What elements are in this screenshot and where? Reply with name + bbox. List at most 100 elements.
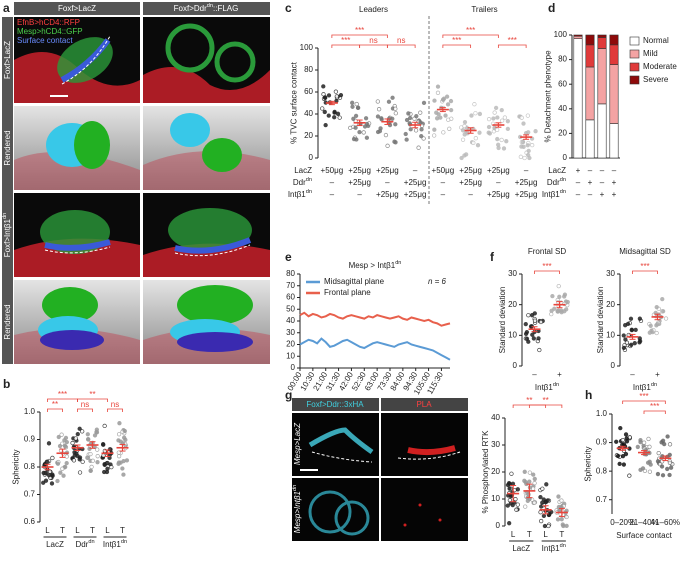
rendered-cell — [42, 287, 98, 323]
data-dot — [332, 109, 337, 115]
data-dot — [447, 126, 452, 131]
text-part: Mesp > Intβ1 — [349, 261, 396, 270]
text-part: dn — [560, 543, 566, 549]
contact — [174, 237, 252, 254]
data-dot — [90, 458, 95, 463]
data-dot — [641, 440, 647, 445]
data-dot — [559, 517, 564, 522]
data-dot — [509, 471, 514, 476]
y-tick-label: 60 — [304, 87, 313, 96]
data-dot — [555, 309, 560, 314]
data-dot — [460, 137, 466, 142]
data-dot — [638, 438, 643, 443]
data-dot — [521, 144, 526, 149]
group-label: Ddrdn — [75, 539, 94, 549]
rendered-cell — [40, 330, 104, 350]
data-dot — [518, 154, 523, 159]
legend-text: EfnB>hCD4::RFP — [17, 18, 80, 27]
data-dot — [477, 130, 482, 135]
data-dot — [393, 122, 398, 127]
rfp-signal — [143, 243, 270, 277]
data-dot — [526, 148, 531, 154]
condition-cell: +25μg — [487, 190, 510, 199]
data-dot — [654, 330, 659, 336]
data-dot — [542, 523, 548, 529]
data-dot — [532, 500, 537, 505]
data-dot — [537, 347, 542, 353]
significance-label: *** — [355, 26, 364, 35]
y-tick-label: 10 — [606, 330, 615, 339]
text-part: dn — [395, 260, 401, 266]
y-tick-label: 10 — [491, 494, 500, 503]
condition-cell: – — [330, 178, 335, 187]
line — [299, 337, 451, 361]
significance-label: ns — [369, 36, 377, 45]
bar-segment — [609, 123, 619, 159]
data-dot — [434, 110, 439, 115]
data-dot — [525, 143, 530, 148]
data-dot — [660, 296, 665, 302]
y-tick-label: 0 — [563, 153, 568, 162]
data-dot — [620, 454, 626, 459]
y-axis-label: Standard deviation — [596, 287, 605, 354]
data-dot — [522, 478, 527, 483]
data-dot — [660, 438, 666, 443]
condition-cell: – — [385, 178, 390, 187]
y-tick-label: 80 — [304, 65, 313, 74]
y-tick-label: 30 — [491, 440, 500, 449]
column-header — [14, 2, 140, 15]
x-tick-label: – — [630, 370, 635, 379]
annotation: n = 6 — [428, 277, 447, 286]
text-part: dn — [88, 539, 94, 545]
data-dot — [555, 517, 561, 522]
data-dot — [505, 482, 511, 488]
text-part: Mesp>Intβ1 — [293, 491, 302, 533]
data-dot — [121, 472, 126, 477]
data-dot — [519, 115, 524, 120]
data-dot — [502, 115, 508, 120]
data-dot — [416, 145, 421, 150]
group-label: LacZ — [46, 540, 64, 549]
data-dot — [486, 124, 492, 130]
data-dot — [660, 473, 666, 478]
data-dot — [337, 115, 342, 120]
data-dot — [320, 106, 325, 111]
significance-bracket — [442, 34, 499, 38]
data-dot — [392, 139, 397, 144]
data-dot — [629, 342, 634, 347]
data-dot — [393, 106, 398, 111]
data-dot — [538, 494, 543, 500]
data-dot — [85, 432, 90, 437]
text-part: Foxf>Ddr — [174, 4, 207, 13]
x-tick-label: 21–40% — [629, 518, 658, 527]
legend-label: Frontal plane — [324, 288, 371, 297]
data-dot — [361, 130, 366, 135]
data-dot — [122, 428, 127, 434]
condition-name: LacZ — [548, 166, 566, 175]
y-tick-label: 30 — [606, 269, 615, 278]
data-dot — [88, 451, 93, 457]
panel-letter: a — [3, 1, 10, 15]
x-tick-label: T — [60, 526, 65, 535]
y-tick-label: 0.9 — [596, 438, 608, 447]
data-dot — [59, 432, 64, 437]
significance-bracket — [643, 410, 666, 414]
data-dot — [348, 125, 353, 131]
data-dot — [625, 321, 631, 326]
group-label: LacZ — [512, 544, 530, 553]
data-dot — [462, 119, 468, 125]
ha-signal — [334, 500, 370, 536]
data-dot — [477, 111, 483, 117]
data-dot — [353, 125, 358, 130]
data-dot — [523, 504, 528, 509]
data-dot — [621, 345, 627, 351]
data-dot — [326, 113, 331, 118]
panel-letter: h — [585, 388, 592, 402]
data-dot — [64, 454, 69, 459]
data-dot — [322, 109, 327, 115]
contact-line — [44, 246, 111, 254]
y-tick-label: 0 — [291, 363, 296, 372]
significance-label: ns — [111, 400, 119, 409]
data-dot — [649, 328, 654, 333]
significance-label: ns — [81, 400, 89, 409]
